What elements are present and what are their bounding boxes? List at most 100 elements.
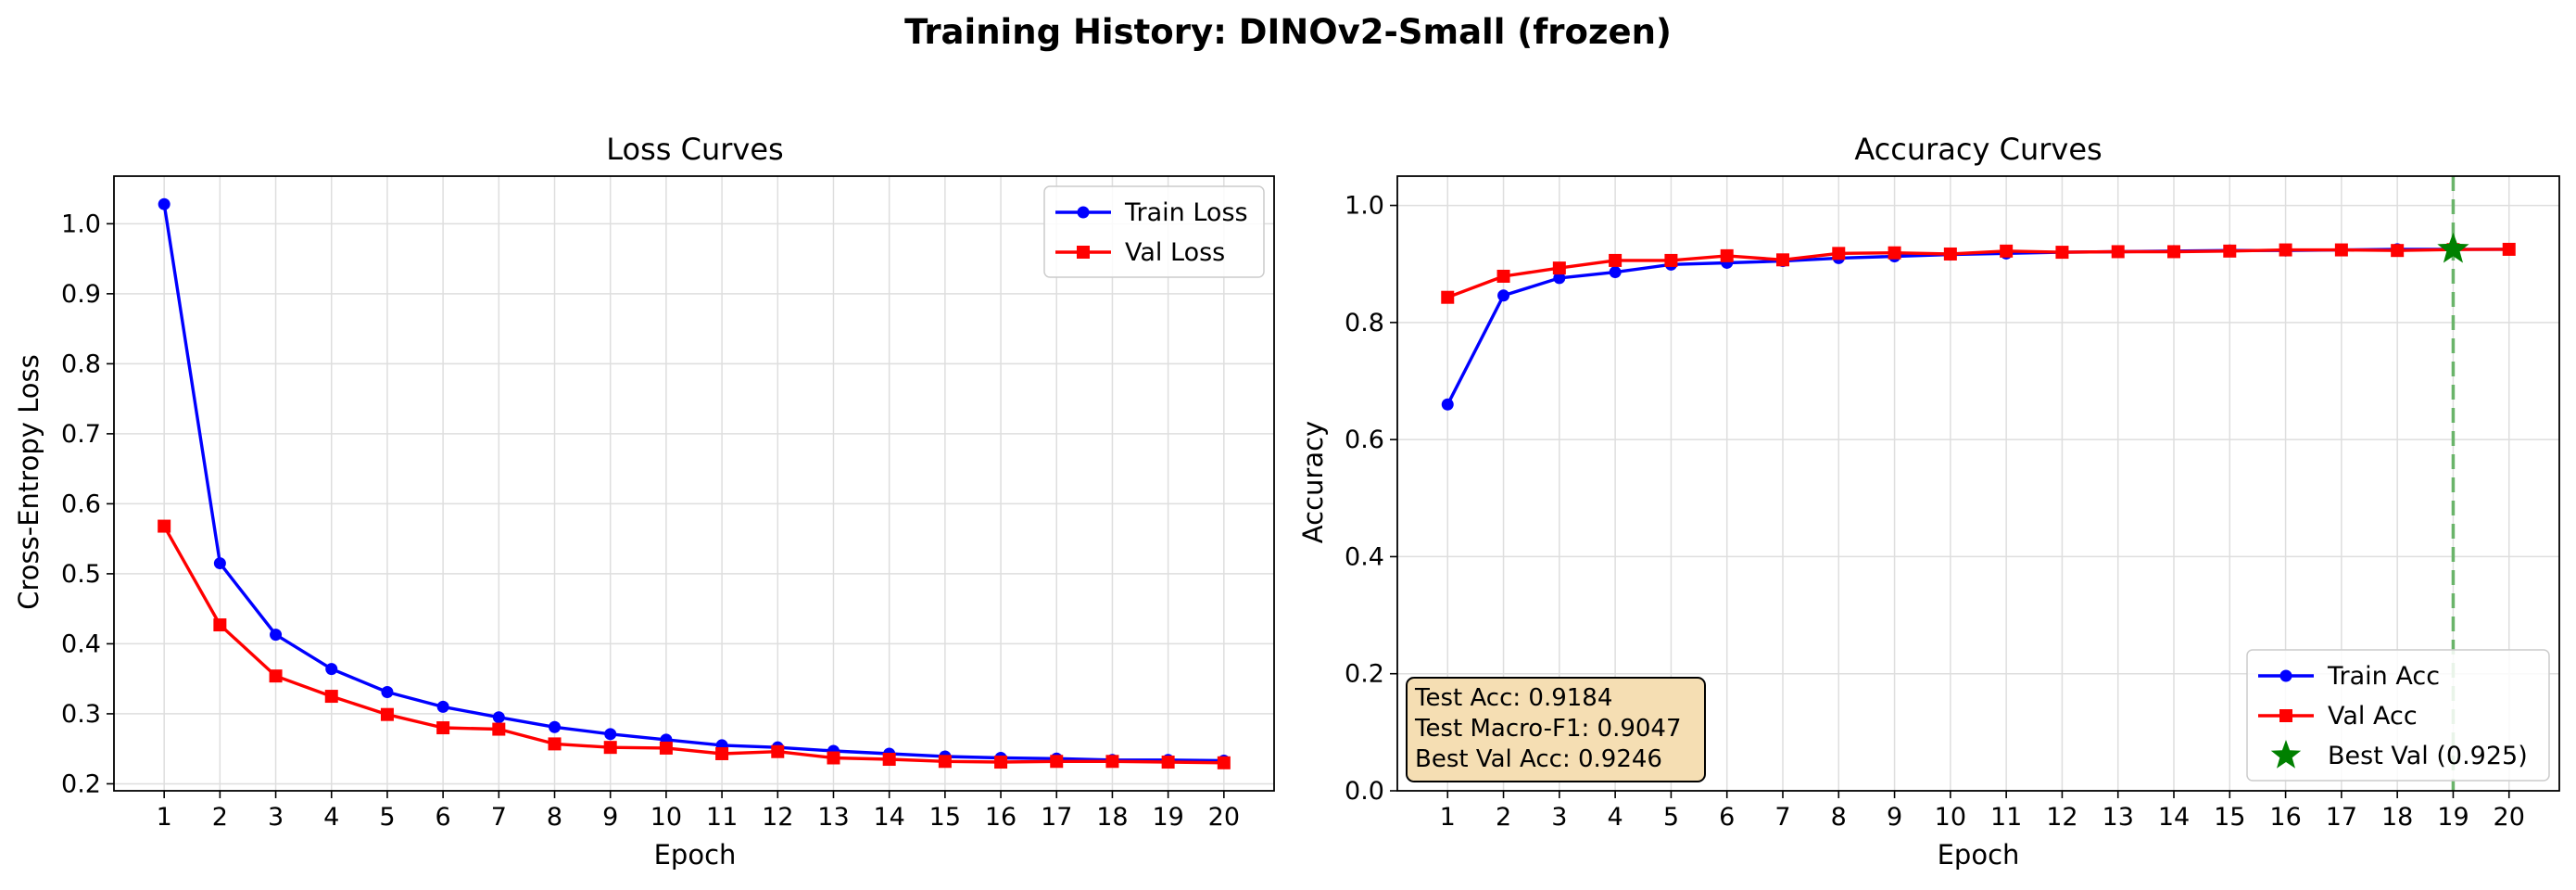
data-point bbox=[213, 557, 226, 570]
data-point bbox=[2502, 242, 2516, 256]
loss-series-1 bbox=[158, 519, 1231, 769]
x-tick-label: 8 bbox=[1831, 803, 1847, 832]
data-point bbox=[1441, 290, 1455, 304]
data-point bbox=[882, 753, 896, 767]
data-point bbox=[771, 744, 785, 758]
data-point bbox=[938, 755, 952, 769]
data-point bbox=[1161, 756, 1175, 769]
data-point bbox=[1775, 253, 1789, 267]
data-point bbox=[492, 711, 505, 724]
accuracy-x-axis-label: Epoch bbox=[1938, 839, 2020, 871]
x-tick-label: 12 bbox=[762, 803, 793, 832]
annotation-line: Test Acc: 0.9184 bbox=[1414, 684, 1612, 712]
legend-label: Val Acc bbox=[2328, 702, 2418, 731]
x-tick-label: 11 bbox=[1990, 803, 2022, 832]
data-point bbox=[158, 519, 171, 533]
data-point bbox=[1552, 261, 1566, 275]
x-tick-label: 14 bbox=[2158, 803, 2190, 832]
series-line bbox=[162, 203, 1224, 763]
series-line bbox=[1446, 248, 2509, 299]
legend-marker bbox=[1077, 246, 1090, 259]
y-tick-label: 1.0 bbox=[61, 210, 101, 238]
data-point bbox=[2391, 244, 2405, 258]
data-point bbox=[325, 663, 338, 676]
loss-x-axis-label: Epoch bbox=[654, 839, 737, 871]
x-tick-label: 6 bbox=[436, 803, 451, 832]
x-tick-label: 4 bbox=[1608, 803, 1623, 832]
legend-marker bbox=[2279, 669, 2292, 682]
data-point bbox=[1497, 289, 1510, 302]
y-tick-label: 0.7 bbox=[61, 420, 101, 449]
series-line bbox=[1446, 248, 2509, 406]
data-point bbox=[381, 686, 394, 699]
legend-marker bbox=[2279, 709, 2292, 722]
x-tick-label: 7 bbox=[491, 803, 507, 832]
data-point bbox=[1105, 755, 1119, 769]
data-point bbox=[2223, 244, 2237, 258]
data-point bbox=[1496, 269, 1510, 283]
figure-title: Training History: DINOv2-Small (frozen) bbox=[904, 12, 1672, 52]
legend-label: Train Loss bbox=[1124, 198, 1248, 227]
data-point bbox=[436, 721, 450, 735]
y-tick-label: 0.8 bbox=[1345, 309, 1384, 337]
legend-box bbox=[2246, 649, 2550, 782]
series-line bbox=[162, 525, 1224, 765]
x-tick-label: 9 bbox=[1887, 803, 1902, 832]
accuracy-axes-frame bbox=[1396, 175, 2560, 792]
data-point bbox=[270, 629, 283, 642]
data-point bbox=[1553, 272, 1566, 285]
x-tick-label: 19 bbox=[1152, 803, 1183, 832]
x-tick-label: 10 bbox=[1935, 803, 1966, 832]
data-point bbox=[1888, 246, 1901, 260]
x-tick-label: 5 bbox=[1663, 803, 1679, 832]
x-tick-label: 20 bbox=[2494, 803, 2525, 832]
x-tick-label: 16 bbox=[2269, 803, 2301, 832]
y-tick-label: 0.9 bbox=[61, 280, 101, 309]
x-tick-label: 8 bbox=[547, 803, 562, 832]
data-point bbox=[1664, 253, 1678, 267]
x-tick-label: 15 bbox=[2214, 803, 2245, 832]
x-tick-label: 1 bbox=[1440, 803, 1456, 832]
data-point bbox=[1441, 398, 1454, 411]
x-tick-label: 13 bbox=[817, 803, 849, 832]
accuracy-series-0 bbox=[1441, 243, 2516, 411]
data-point bbox=[2334, 243, 2348, 257]
loss-chart-title: Loss Curves bbox=[606, 132, 783, 167]
legend-label: Val Loss bbox=[1125, 238, 1225, 267]
y-tick-label: 1.0 bbox=[1345, 192, 1384, 221]
data-point bbox=[269, 669, 283, 683]
data-point bbox=[994, 756, 1008, 769]
data-point bbox=[1943, 247, 1957, 261]
data-point bbox=[715, 746, 729, 760]
legend-marker bbox=[1077, 206, 1090, 219]
x-tick-label: 12 bbox=[2046, 803, 2077, 832]
y-tick-label: 0.4 bbox=[61, 629, 101, 658]
legend-label: Best Val (0.925) bbox=[2328, 742, 2528, 770]
data-point bbox=[2000, 244, 2014, 258]
data-point bbox=[1050, 755, 1064, 769]
annotation-line: Test Macro-F1: 0.9047 bbox=[1414, 715, 1682, 743]
data-point bbox=[380, 707, 394, 721]
annotation-line: Best Val Acc: 0.9246 bbox=[1415, 745, 1662, 773]
x-tick-label: 19 bbox=[2437, 803, 2469, 832]
x-tick-label: 2 bbox=[212, 803, 228, 832]
data-point bbox=[1609, 253, 1623, 267]
data-point bbox=[549, 720, 562, 733]
x-tick-label: 2 bbox=[1496, 803, 1511, 832]
x-tick-label: 13 bbox=[2102, 803, 2134, 832]
y-tick-label: 0.4 bbox=[1345, 542, 1384, 571]
data-point bbox=[2279, 243, 2292, 257]
data-point bbox=[213, 618, 227, 632]
accuracy-chart-title: Accuracy Curves bbox=[1854, 132, 2102, 167]
x-tick-label: 4 bbox=[323, 803, 339, 832]
data-point bbox=[1217, 756, 1231, 769]
data-point bbox=[1720, 248, 1734, 262]
y-tick-label: 0.0 bbox=[1345, 777, 1384, 806]
x-tick-label: 11 bbox=[706, 803, 738, 832]
x-tick-label: 18 bbox=[2381, 803, 2413, 832]
data-point bbox=[1832, 247, 1846, 261]
y-tick-label: 0.2 bbox=[61, 769, 101, 798]
accuracy-y-axis-label: Accuracy bbox=[1297, 421, 1329, 543]
data-point bbox=[158, 197, 170, 210]
